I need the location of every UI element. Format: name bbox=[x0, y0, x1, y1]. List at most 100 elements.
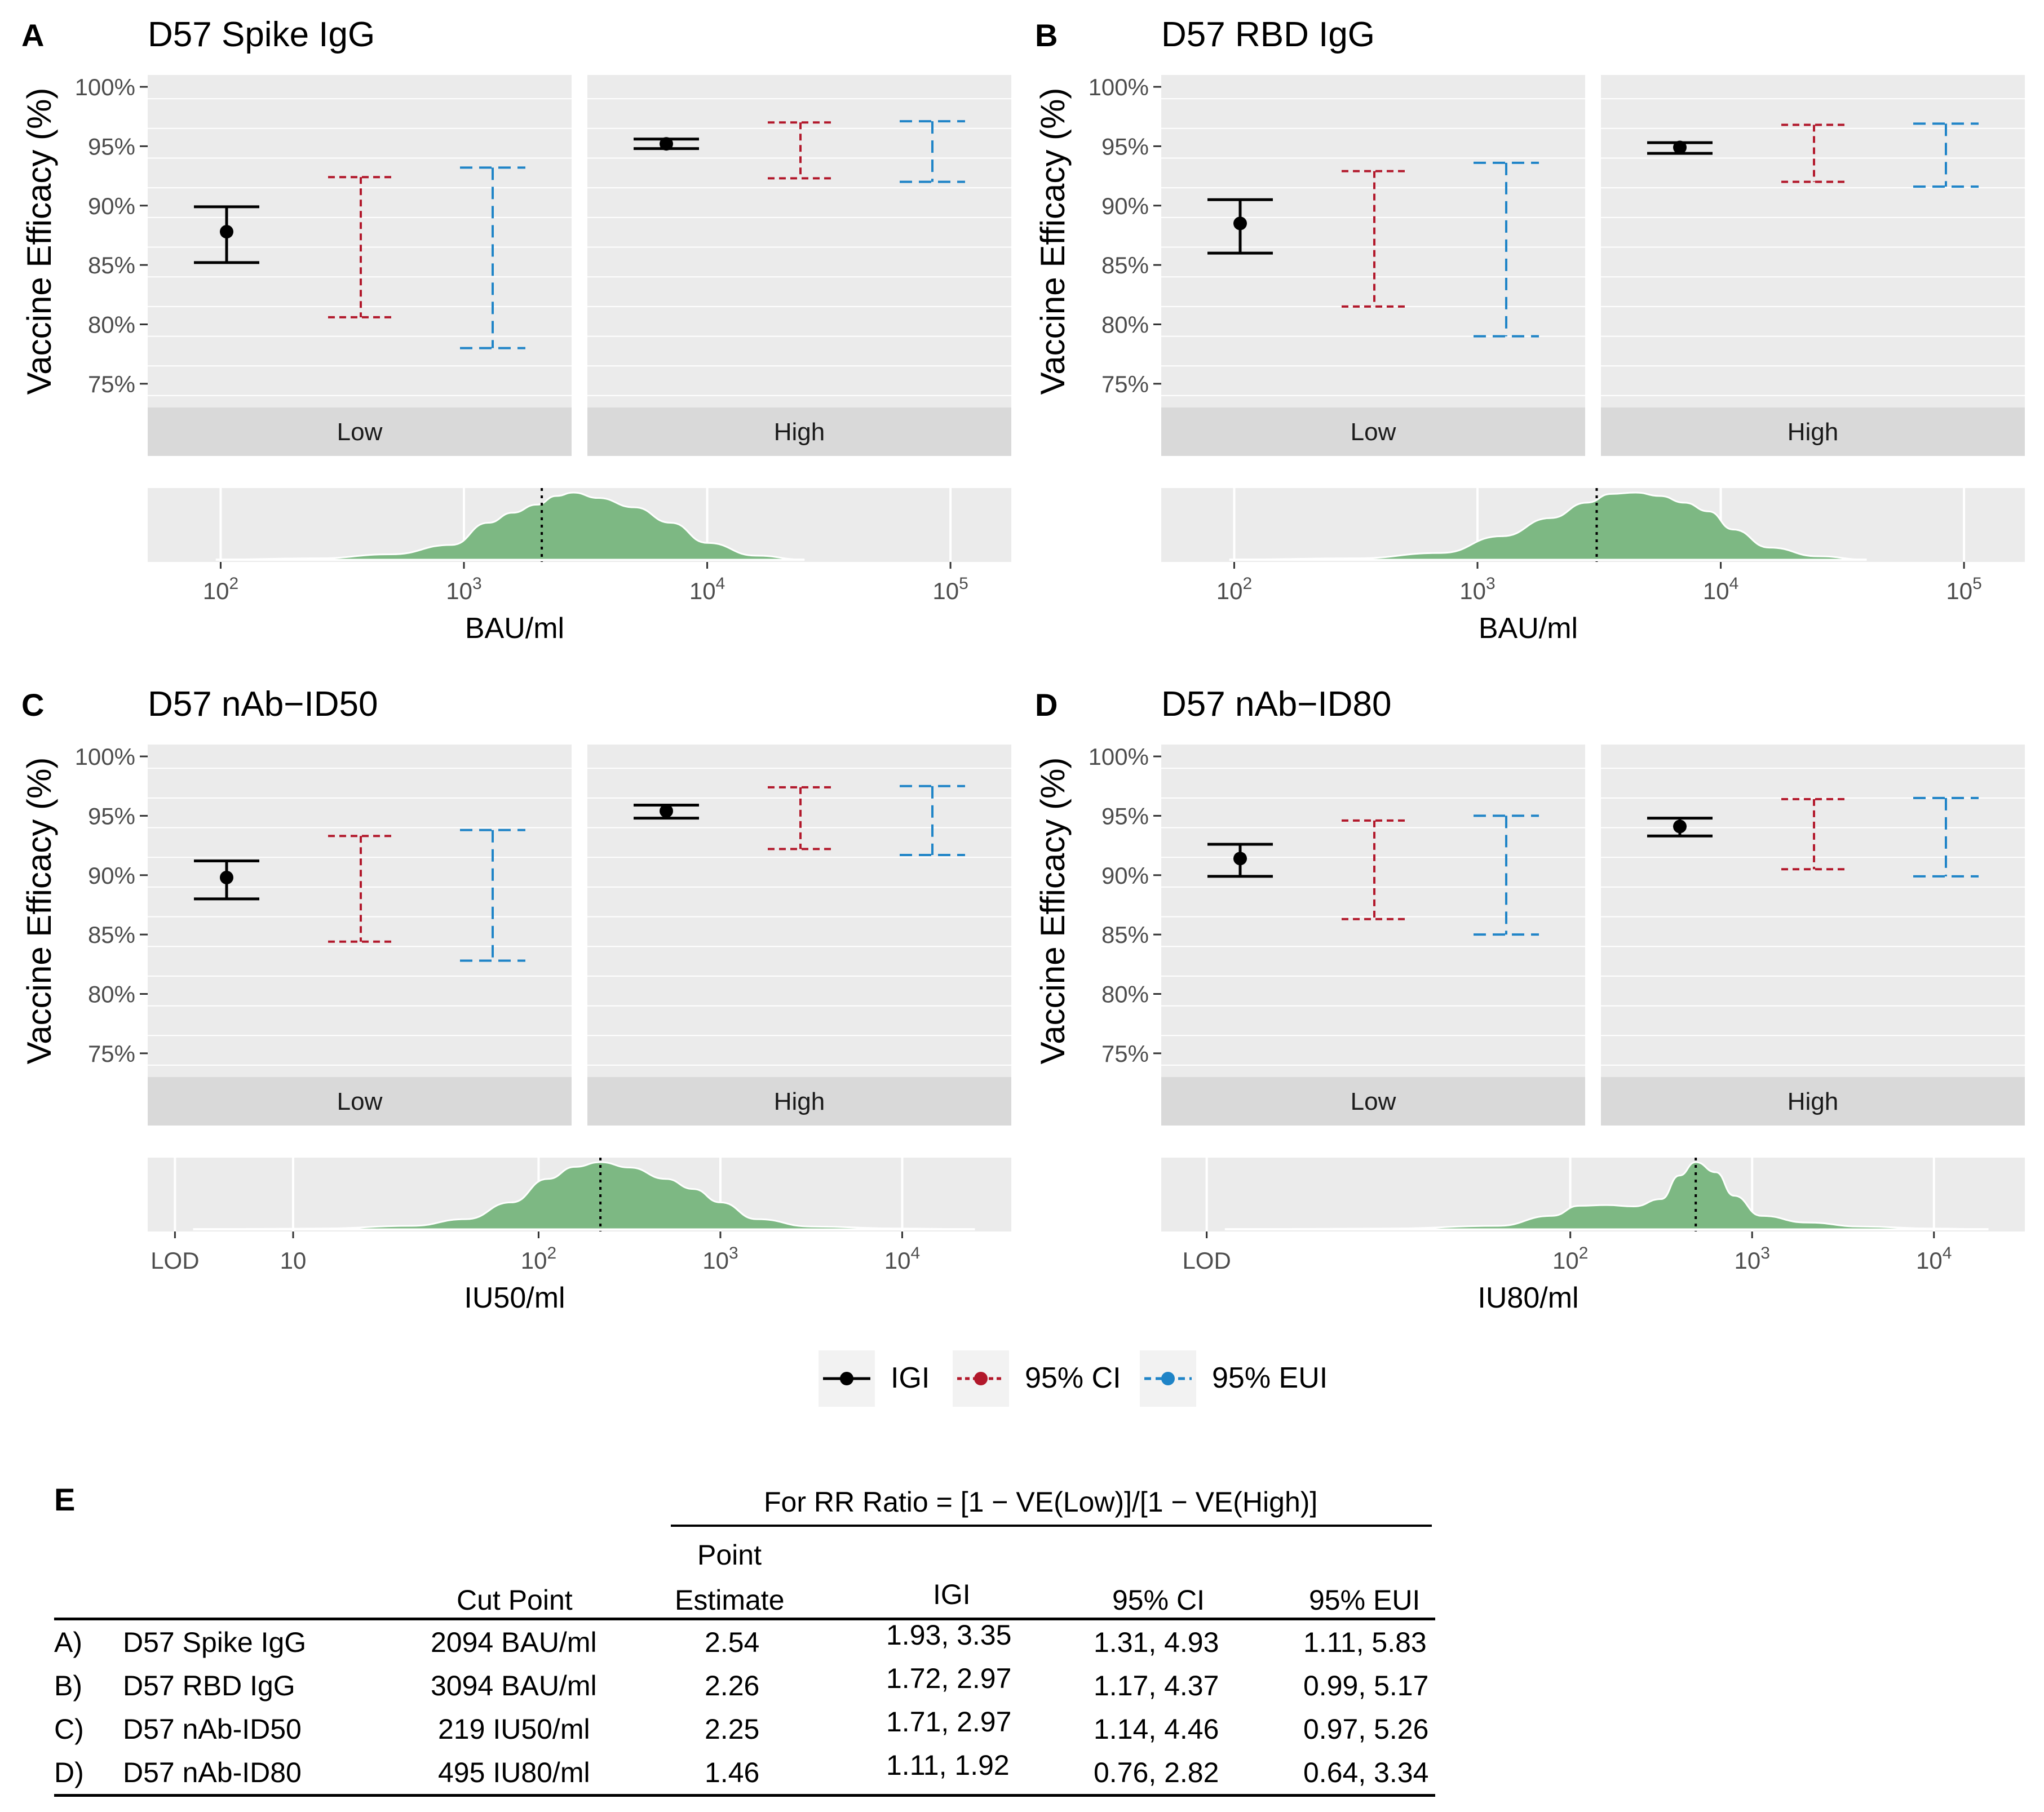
point-estimate-low bbox=[1233, 216, 1247, 231]
errorbar-ci-high bbox=[768, 786, 833, 850]
panel-a: A D57 Spike IgG Vaccine Efficacy (%) 100% 95… bbox=[20, 15, 1011, 645]
y-tick-label: 75% bbox=[88, 1040, 135, 1067]
panel-c: C D57 nAb−ID50 Vaccine Efficacy (%) 100% 95%… bbox=[20, 685, 1011, 1314]
density-curve bbox=[215, 491, 805, 561]
y-tick-label: 95% bbox=[1101, 803, 1149, 829]
errorbar-eui-low bbox=[460, 829, 525, 962]
y-tick-label: 100% bbox=[1089, 74, 1149, 100]
y-tick-label: 90% bbox=[1101, 193, 1149, 219]
facet-strip-label-low: Low bbox=[1351, 418, 1396, 446]
facet-strip-low bbox=[1161, 407, 1585, 456]
y-tick-label: 80% bbox=[88, 312, 135, 338]
y-tick-label: 90% bbox=[1101, 862, 1149, 889]
density-curve bbox=[1229, 491, 1867, 561]
errorbar-eui-high bbox=[1913, 796, 1979, 878]
x-tick-label: 104 bbox=[1916, 1244, 1952, 1274]
panel-letter-b: B bbox=[1035, 17, 1058, 53]
y-tick-label: 80% bbox=[1101, 312, 1149, 338]
facet-strip-label-high: High bbox=[1788, 418, 1839, 446]
x-tick-label: 102 bbox=[1216, 574, 1252, 604]
y-tick-label: 95% bbox=[88, 803, 135, 829]
point-estimate-low bbox=[1233, 852, 1247, 866]
x-tick-label: 103 bbox=[702, 1244, 738, 1274]
legend: IGI 95% CI 95% EUI bbox=[819, 1350, 1328, 1407]
facet-strip-high bbox=[587, 407, 1011, 456]
x-tick-label: 102 bbox=[1552, 1244, 1588, 1274]
errorbar-ci-low bbox=[328, 835, 393, 943]
y-axis-label-c: Vaccine Efficacy (%) bbox=[20, 757, 58, 1065]
panel-b: B D57 RBD IgG Vaccine Efficacy (%) 100% 95% 9… bbox=[1034, 15, 2025, 645]
errorbar-eui-high bbox=[900, 785, 965, 856]
errorbar-eui-low bbox=[1474, 814, 1539, 936]
x-tick-label: 104 bbox=[884, 1244, 920, 1274]
y-axis-label-a: Vaccine Efficacy (%) bbox=[20, 88, 58, 395]
density-curve bbox=[193, 1161, 975, 1230]
point-estimate-high bbox=[660, 804, 673, 818]
facet-strip-high bbox=[1601, 1077, 2025, 1126]
errorbar-ci-high bbox=[768, 121, 833, 180]
facet-panel-high bbox=[587, 75, 1011, 407]
facet-strip-label-low: Low bbox=[337, 1088, 383, 1115]
panel-d: D D57 nAb−ID80 Vaccine Efficacy (%) 100% 95%… bbox=[1034, 685, 2025, 1314]
panel-title-b: D57 RBD IgG bbox=[1161, 15, 1375, 54]
panel-letter-a: A bbox=[21, 17, 44, 53]
errorbar-eui-high bbox=[900, 120, 965, 183]
legend-label-ci: 95% CI bbox=[1025, 1362, 1121, 1394]
panel-letter-c: C bbox=[21, 687, 44, 723]
y-tick-label: 90% bbox=[88, 862, 135, 889]
errorbar-eui-low bbox=[460, 166, 525, 349]
point-estimate-low bbox=[220, 225, 233, 239]
facet-strip-label-low: Low bbox=[337, 418, 383, 446]
x-tick-label: 105 bbox=[932, 574, 968, 604]
y-tick-label: 80% bbox=[1101, 981, 1149, 1008]
panel-letter-d: D bbox=[1035, 687, 1058, 723]
legend-label-eui: 95% EUI bbox=[1212, 1362, 1328, 1394]
facet-panel-low bbox=[148, 75, 572, 407]
facet-strip-low bbox=[1161, 1077, 1585, 1126]
y-tick-label: 80% bbox=[88, 981, 135, 1008]
facet-strip-high bbox=[587, 1077, 1011, 1126]
y-tick-label: 100% bbox=[1089, 743, 1149, 770]
panel-title-c: D57 nAb−ID50 bbox=[148, 685, 378, 724]
x-axis-label-a: BAU/ml bbox=[465, 612, 564, 645]
errorbar-ci-low bbox=[1342, 819, 1407, 920]
x-axis-label-d: IU80/ml bbox=[1477, 1282, 1578, 1314]
point-estimate-low bbox=[220, 871, 233, 884]
facet-strip-label-high: High bbox=[1788, 1088, 1839, 1115]
x-tick-label: 105 bbox=[1946, 574, 1981, 604]
x-tick-label: 103 bbox=[1459, 574, 1495, 604]
y-tick-label: 85% bbox=[1101, 921, 1149, 948]
y-tick-label: 100% bbox=[75, 74, 135, 100]
y-tick-label: 75% bbox=[1101, 371, 1149, 397]
errorbar-ci-high bbox=[1781, 123, 1847, 183]
panel-title-d: D57 nAb−ID80 bbox=[1161, 685, 1391, 724]
legend-key-point bbox=[840, 1372, 853, 1385]
point-estimate-high bbox=[660, 137, 673, 151]
facet-panel-high bbox=[1601, 745, 2025, 1077]
point-estimate-high bbox=[1673, 819, 1687, 834]
panel-title-a: D57 Spike IgG bbox=[148, 15, 375, 54]
errorbar-ci-low bbox=[328, 176, 393, 318]
y-tick-label: 75% bbox=[88, 371, 135, 397]
legend-label-igi: IGI bbox=[891, 1362, 930, 1394]
facet-strip-low bbox=[148, 407, 572, 456]
y-tick-label: 85% bbox=[1101, 252, 1149, 278]
y-tick-label: 85% bbox=[88, 921, 135, 948]
x-tick-label: 10 bbox=[280, 1247, 307, 1274]
x-tick-label: 104 bbox=[1703, 574, 1738, 604]
facet-panel-high bbox=[587, 745, 1011, 1077]
legend-key-point bbox=[974, 1372, 988, 1385]
facet-strip-label-high: High bbox=[774, 418, 825, 446]
point-estimate-high bbox=[1673, 140, 1687, 154]
x-tick-label: 102 bbox=[203, 574, 238, 604]
y-tick-label: 75% bbox=[1101, 1040, 1149, 1067]
x-axis-label-c: IU50/ml bbox=[464, 1282, 565, 1314]
y-tick-label: 90% bbox=[88, 193, 135, 219]
y-axis-label-d: Vaccine Efficacy (%) bbox=[1034, 757, 1072, 1065]
y-tick-label: 95% bbox=[88, 133, 135, 160]
x-tick-label: LOD bbox=[1182, 1247, 1231, 1274]
errorbar-eui-high bbox=[1913, 122, 1979, 188]
x-axis-label-b: BAU/ml bbox=[1479, 612, 1578, 645]
facet-strip-high bbox=[1601, 407, 2025, 456]
